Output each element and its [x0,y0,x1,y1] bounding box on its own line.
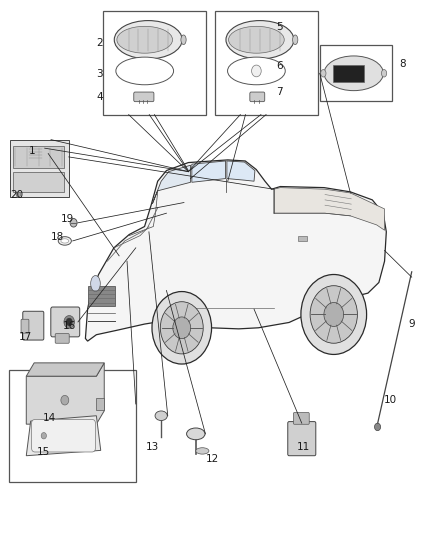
Ellipse shape [181,35,186,45]
FancyBboxPatch shape [21,319,29,333]
Circle shape [70,219,77,227]
Ellipse shape [155,411,167,421]
Circle shape [16,192,21,197]
Bar [13,172,64,192]
Text: 3: 3 [96,69,103,78]
Ellipse shape [196,448,209,454]
Text: 14: 14 [42,414,56,423]
Ellipse shape [27,147,43,160]
Ellipse shape [251,65,261,77]
Circle shape [64,316,74,328]
Ellipse shape [91,276,100,292]
Text: 6: 6 [276,61,283,71]
FancyBboxPatch shape [288,422,316,456]
Bar [333,64,364,82]
Bar [215,11,318,115]
Text: 10: 10 [384,395,397,405]
Circle shape [66,318,72,326]
FancyBboxPatch shape [293,413,309,424]
Bar [298,236,307,241]
Ellipse shape [324,56,383,91]
Ellipse shape [381,69,387,77]
Ellipse shape [114,21,182,59]
Text: 9: 9 [408,319,415,329]
Ellipse shape [187,428,205,440]
Ellipse shape [228,57,285,85]
Text: 18: 18 [51,232,64,242]
Text: 2: 2 [96,38,103,47]
Text: 20: 20 [10,190,23,199]
Circle shape [374,423,381,431]
Circle shape [41,433,46,439]
Text: 11: 11 [297,442,310,451]
Circle shape [61,395,69,405]
Text: 4: 4 [96,92,103,102]
Bar [9,370,136,482]
Bar [13,146,64,168]
FancyBboxPatch shape [55,334,69,343]
Ellipse shape [58,237,71,245]
Circle shape [152,292,212,364]
Ellipse shape [117,26,173,53]
Text: 12: 12 [206,455,219,464]
Circle shape [160,302,203,354]
FancyBboxPatch shape [134,92,154,102]
Polygon shape [85,160,386,341]
Polygon shape [274,188,385,230]
FancyBboxPatch shape [23,311,44,340]
Polygon shape [26,363,104,376]
Polygon shape [152,165,191,204]
Bar [103,11,206,115]
Bar [320,45,392,101]
Ellipse shape [116,57,173,85]
Ellipse shape [226,21,294,59]
Bar [96,398,104,410]
Bar [88,286,115,306]
Polygon shape [192,161,226,182]
Text: 17: 17 [19,332,32,342]
Ellipse shape [321,69,326,77]
Circle shape [324,303,344,326]
Text: 8: 8 [399,59,406,69]
Polygon shape [227,161,255,181]
FancyBboxPatch shape [32,419,95,452]
Polygon shape [26,363,104,424]
Ellipse shape [293,35,298,45]
Text: 1: 1 [28,147,35,156]
Text: 15: 15 [37,447,50,457]
FancyBboxPatch shape [250,92,265,102]
Circle shape [173,317,191,338]
Text: 7: 7 [276,87,283,96]
Circle shape [310,286,357,343]
Text: 16: 16 [63,321,76,331]
Ellipse shape [61,239,69,243]
Bar [10,140,69,197]
Circle shape [301,274,367,354]
Text: 13: 13 [146,442,159,451]
Text: 5: 5 [276,22,283,31]
Text: 19: 19 [61,214,74,223]
Polygon shape [26,416,101,456]
Ellipse shape [25,144,47,163]
FancyBboxPatch shape [51,307,80,337]
Ellipse shape [229,26,284,53]
